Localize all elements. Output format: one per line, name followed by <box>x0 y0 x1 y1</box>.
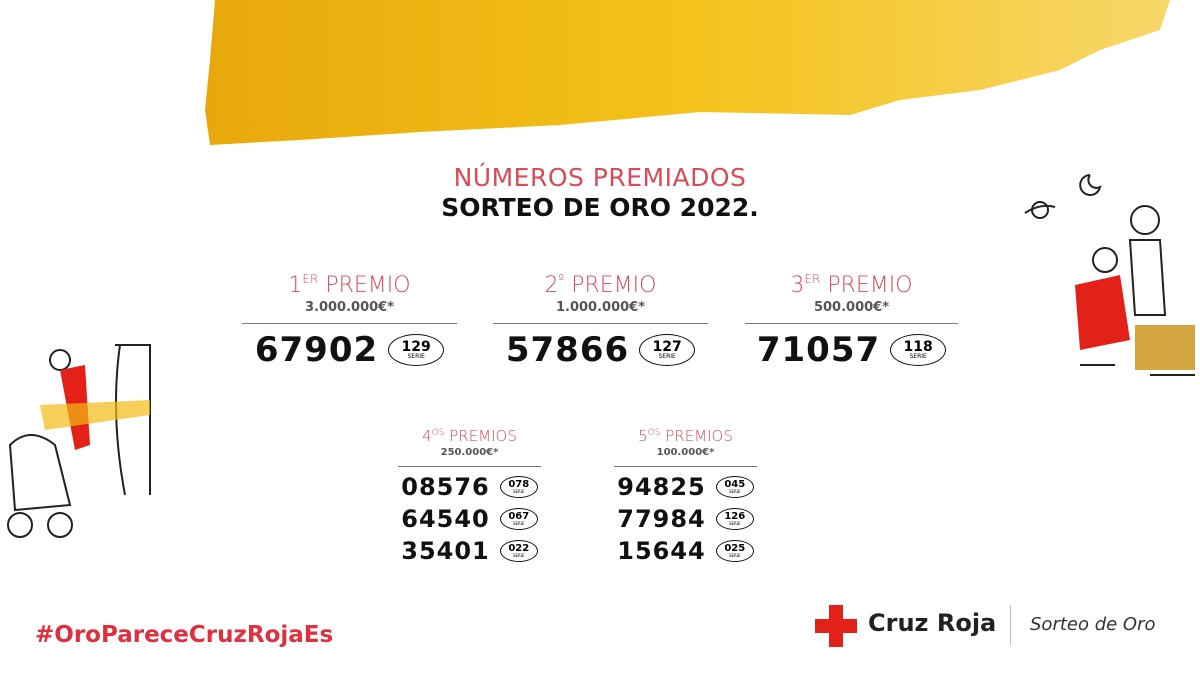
winning-number: 08576 <box>401 473 490 501</box>
serie-label: SERIE <box>658 353 676 360</box>
serie-number: 067 <box>508 511 530 522</box>
title-numeros-premiados: NÚMEROS PREMIADOS <box>453 163 747 192</box>
prize-title: 4OS PREMIOS <box>422 427 517 445</box>
serie-badge: 025 SERIE <box>715 540 754 562</box>
serie-number: 127 <box>652 339 682 355</box>
serie-label: SERIE <box>512 489 525 494</box>
prize-amount: 100.000€* <box>656 447 715 458</box>
brand-name: Cruz Roja <box>868 609 997 637</box>
serie-label: SERIE <box>407 353 425 360</box>
serie-badge: 067 SERIE <box>499 508 538 530</box>
prize-amount: 250.000€* <box>440 447 499 458</box>
list-item: 94825 045 SERIE <box>614 473 757 501</box>
winning-number: 64540 <box>401 505 490 533</box>
serie-number: 045 <box>724 479 746 490</box>
list-item: 77984 126 SERIE <box>614 505 757 533</box>
illustration-right <box>1024 174 1195 376</box>
title-sorteo: SORTEO DE ORO 2022. <box>441 193 759 222</box>
winning-number: 67902 <box>254 330 379 370</box>
serie-label: SERIE <box>512 521 525 526</box>
prize-4: 4OS PREMIOS 250.000€* 08576 078 SERIE 64540… <box>398 427 541 569</box>
divider <box>493 323 708 324</box>
divider <box>398 466 541 467</box>
serie-badge: 045 SERIE <box>715 476 754 498</box>
divider <box>614 466 757 467</box>
serie-badge: 118 SERIE <box>890 334 947 366</box>
prize-1: 1ER PREMIO 3.000.000€* 67902 129 SERIE <box>242 272 457 370</box>
gold-brush-stroke <box>205 0 1170 145</box>
winning-number: 57866 <box>505 330 630 370</box>
prize-title: 5OS PREMIOS <box>638 427 733 445</box>
winning-number: 94825 <box>617 473 706 501</box>
serie-number: 129 <box>401 339 431 355</box>
serie-badge: 127 SERIE <box>639 334 696 366</box>
winning-number: 15644 <box>617 537 706 565</box>
serie-label: SERIE <box>728 489 741 494</box>
divider <box>745 323 958 324</box>
serie-label: SERIE <box>512 553 525 558</box>
prize-2: 2º PREMIO 1.000.000€* 57866 127 SERIE <box>493 272 708 370</box>
winning-number: 77984 <box>617 505 706 533</box>
prize-title: 2º PREMIO <box>544 272 657 298</box>
serie-number: 118 <box>903 339 933 355</box>
prize-3: 3ER PREMIO 500.000€* 71057 118 SERIE <box>745 272 958 370</box>
winning-number: 35401 <box>401 537 490 565</box>
prize-5: 5OS PREMIOS 100.000€* 94825 045 SERIE 77984… <box>614 427 757 569</box>
illustration-left <box>7 344 151 538</box>
list-item: 35401 022 SERIE <box>398 537 541 565</box>
serie-number: 078 <box>508 479 530 490</box>
serie-number: 022 <box>508 543 530 554</box>
list-item: 08576 078 SERIE <box>398 473 541 501</box>
serie-label: SERIE <box>728 553 741 558</box>
serie-label: SERIE <box>728 521 741 526</box>
divider <box>242 323 457 324</box>
list-item: 64540 067 SERIE <box>398 505 541 533</box>
hashtag: #OroPareceCruzRojaEs <box>35 622 334 648</box>
prize-amount: 1.000.000€* <box>555 300 646 315</box>
serie-badge: 129 SERIE <box>388 334 445 366</box>
winning-number: 71057 <box>756 330 881 370</box>
prize-amount: 500.000€* <box>813 300 890 315</box>
serie-number: 025 <box>724 543 746 554</box>
prize-title: 1ER PREMIO <box>288 272 411 298</box>
divider <box>1010 605 1011 645</box>
serie-badge: 022 SERIE <box>499 540 538 562</box>
list-item: 15644 025 SERIE <box>614 537 757 565</box>
product-name: Sorteo de Oro <box>1030 614 1156 635</box>
serie-badge: 078 SERIE <box>499 476 538 498</box>
prize-amount: 3.000.000€* <box>304 300 395 315</box>
red-cross-icon <box>815 605 857 647</box>
serie-label: SERIE <box>909 353 927 360</box>
serie-number: 126 <box>724 511 746 522</box>
prize-title: 3ER PREMIO <box>790 272 913 298</box>
serie-badge: 126 SERIE <box>715 508 754 530</box>
